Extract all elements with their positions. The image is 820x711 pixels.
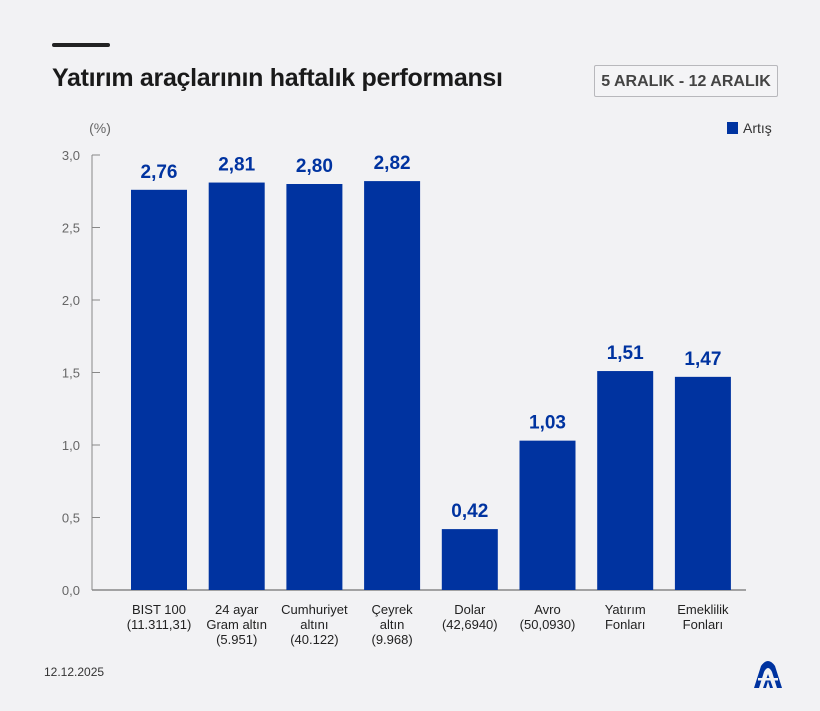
bar-value-label: 1,51	[607, 343, 644, 364]
bar-value-label: 2,76	[141, 162, 178, 183]
y-tick-label: 2,5	[62, 221, 80, 236]
bar	[286, 184, 343, 590]
x-tick-label: Yatırım	[605, 602, 646, 617]
x-tick-label: (50,0930)	[520, 617, 576, 632]
x-tick-label: (42,6940)	[442, 617, 498, 632]
x-tick-label: Çeyrek	[372, 602, 414, 617]
bar-value-label: 2,82	[374, 153, 411, 174]
y-tick-label: 1,5	[62, 366, 80, 381]
y-tick-label: 2,0	[62, 293, 80, 308]
bar	[519, 440, 576, 590]
y-tick-label: 1,0	[62, 438, 80, 453]
x-tick-label: 24 ayar	[215, 602, 259, 617]
x-tick-label: Gram altın	[206, 617, 267, 632]
legend-swatch	[727, 122, 738, 134]
x-tick-label: (11.311,31)	[127, 617, 192, 632]
y-tick-label: 0,0	[62, 583, 80, 598]
x-tick-label: Avro	[534, 602, 561, 617]
y-tick-label: 3,0	[62, 148, 80, 163]
decorative-bar	[52, 43, 110, 47]
bar	[674, 376, 731, 590]
bar	[131, 189, 187, 591]
page-title: Yatırım araçlarının haftalık performansı	[52, 64, 503, 92]
x-tick-label: altını	[300, 617, 328, 632]
date-range-badge: 5 ARALIK - 12 ARALIK	[594, 65, 778, 97]
footer-date: 12.12.2025	[44, 665, 105, 679]
bar-value-label: 1,03	[529, 413, 566, 434]
y-tick-label: 0,5	[62, 511, 80, 526]
x-tick-label: Fonları	[605, 617, 645, 632]
x-tick-label: BIST 100	[132, 602, 186, 617]
bar	[441, 529, 498, 590]
legend-label: Artış	[743, 120, 772, 136]
bar	[208, 182, 265, 591]
x-tick-label: altın	[380, 617, 405, 632]
x-tick-label: Dolar	[454, 602, 486, 617]
y-axis-unit: (%)	[89, 120, 111, 136]
bar-value-label: 2,80	[296, 156, 333, 177]
x-tick-label: Fonları	[683, 617, 723, 632]
bar-value-label: 1,47	[684, 349, 721, 370]
x-tick-label: (9.968)	[371, 632, 412, 647]
bar	[364, 181, 421, 590]
x-tick-label: (40.122)	[290, 632, 338, 647]
bar-value-label: 0,42	[451, 501, 488, 522]
x-tick-label: Emeklilik	[677, 602, 729, 617]
x-tick-label: Cumhuriyet	[281, 602, 348, 617]
x-tick-label: (5.951)	[216, 632, 257, 647]
bar	[597, 371, 654, 590]
bar-value-label: 2,81	[218, 155, 255, 176]
